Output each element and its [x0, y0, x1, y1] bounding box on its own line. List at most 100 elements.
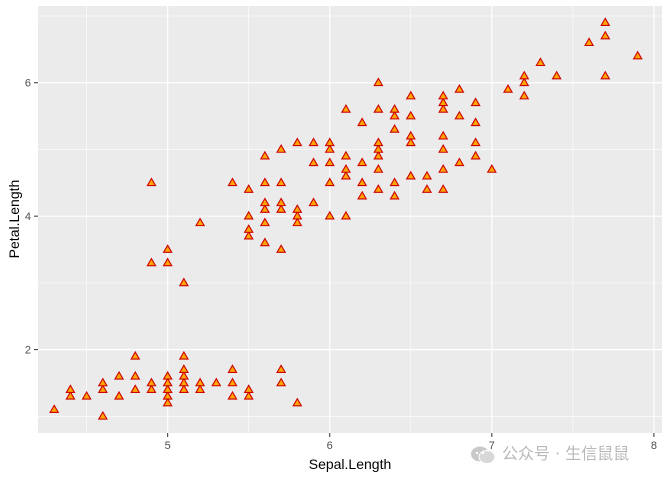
data-point: [65, 384, 76, 393]
data-point: [97, 377, 108, 387]
data-point: [324, 210, 335, 220]
data-points: [49, 17, 643, 420]
data-point: [438, 90, 449, 100]
data-point: [259, 217, 270, 227]
data-point: [405, 137, 416, 147]
data-point: [340, 104, 351, 113]
data-point: [324, 177, 335, 187]
data-point: [405, 110, 416, 120]
data-point: [373, 104, 384, 113]
data-point: [146, 177, 157, 187]
data-point: [438, 144, 449, 153]
data-point: [373, 150, 384, 160]
data-point: [243, 210, 254, 220]
data-point: [292, 397, 303, 407]
data-point: [421, 184, 433, 193]
x-tick-label: 7: [489, 440, 495, 452]
data-point: [308, 157, 319, 167]
data-point: [195, 384, 206, 393]
data-point: [438, 184, 449, 193]
data-point: [276, 204, 287, 213]
data-point: [357, 177, 368, 187]
data-point: [438, 97, 449, 107]
data-point: [519, 70, 530, 80]
data-point: [49, 404, 60, 413]
data-point: [373, 164, 384, 173]
data-point: [324, 144, 335, 153]
data-point: [470, 97, 481, 107]
watermark-text: 公众号 · 生信鼠鼠: [502, 444, 630, 463]
data-point: [243, 230, 254, 240]
y-axis-title: Petal.Length: [6, 180, 22, 259]
data-point: [292, 210, 303, 220]
data-point: [308, 197, 319, 207]
data-point: [340, 164, 351, 173]
y-tick-label: 2: [25, 345, 31, 357]
data-point: [292, 204, 303, 213]
x-tick-label: 5: [165, 440, 171, 452]
data-point: [162, 370, 173, 380]
data-point: [519, 90, 530, 100]
data-point: [130, 370, 141, 380]
data-point: [292, 217, 303, 227]
data-point: [340, 210, 351, 220]
data-point: [470, 150, 481, 160]
data-point: [259, 197, 270, 207]
data-point: [389, 177, 400, 187]
data-point: [259, 177, 270, 187]
data-point: [146, 257, 157, 267]
data-point: [146, 377, 157, 387]
data-point: [519, 77, 530, 87]
y-tick-label: 6: [25, 78, 31, 90]
data-point: [178, 364, 189, 373]
data-point: [259, 150, 270, 160]
data-point: [324, 157, 335, 167]
data-point: [454, 110, 465, 120]
data-point: [276, 197, 287, 207]
data-point: [373, 77, 384, 87]
data-point: [357, 190, 368, 200]
data-point: [195, 377, 206, 387]
data-point: [162, 257, 173, 267]
data-point: [178, 277, 189, 287]
data-point: [502, 83, 514, 93]
data-point: [162, 397, 173, 407]
data-point: [113, 370, 125, 380]
data-point: [600, 70, 611, 80]
x-tick-label: 8: [651, 440, 657, 452]
data-point: [357, 117, 368, 127]
data-point: [243, 224, 254, 233]
data-point: [211, 377, 222, 387]
data-point: [227, 390, 238, 400]
data-point: [308, 137, 319, 147]
data-point: [470, 137, 481, 147]
data-point: [405, 90, 416, 100]
data-point: [162, 384, 173, 393]
data-point: [584, 37, 595, 47]
data-point: [454, 157, 465, 167]
data-point: [438, 164, 449, 173]
data-point: [178, 384, 189, 393]
x-axis-title: Sepal.Length: [309, 456, 392, 472]
data-point: [438, 104, 449, 113]
data-point: [373, 137, 384, 147]
data-point: [162, 377, 173, 387]
data-point: [178, 377, 189, 387]
y-tick-label: 4: [25, 211, 31, 223]
data-point: [162, 390, 173, 400]
data-point: [357, 157, 368, 167]
data-point: [389, 104, 400, 113]
data-point: [178, 350, 189, 360]
data-point: [243, 184, 254, 193]
data-point: [421, 170, 433, 180]
data-point: [243, 384, 254, 393]
data-point: [276, 177, 287, 187]
data-point: [259, 204, 270, 213]
data-point: [373, 184, 384, 193]
data-point: [454, 83, 465, 93]
data-point: [276, 244, 287, 253]
data-point: [292, 137, 303, 147]
data-point: [81, 390, 92, 400]
data-point: [276, 364, 287, 373]
wechat-logo-icon: [471, 446, 496, 464]
